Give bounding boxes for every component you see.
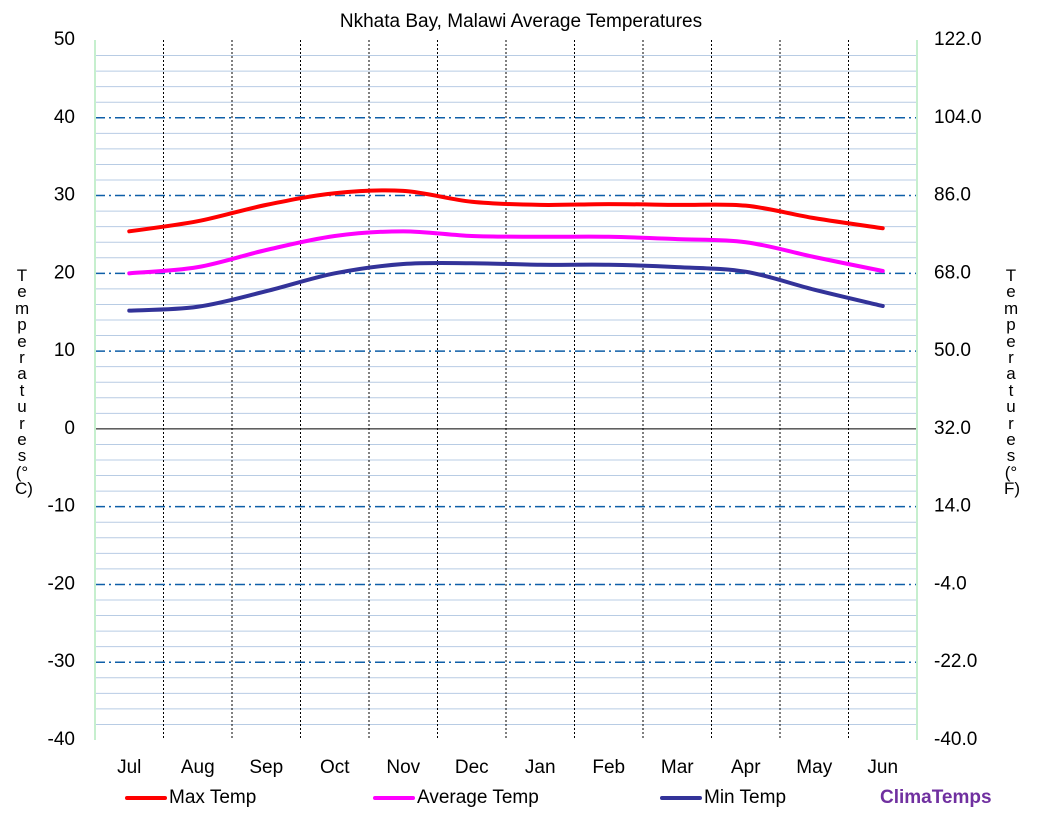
y2-tick-label: 14.0 (934, 496, 971, 517)
x-tick-label: Nov (386, 757, 420, 778)
x-tick-label: Oct (320, 757, 350, 778)
chart-title: Nkhata Bay, Malawi Average Temperatures (340, 11, 702, 32)
y-tick-label: 50 (54, 29, 75, 50)
legend-label: Max Temp (169, 787, 256, 808)
y-tick-label: 10 (54, 340, 75, 361)
y-tick-label: 0 (64, 418, 75, 439)
x-tick-label: Apr (731, 757, 761, 778)
y-tick-label: -10 (48, 496, 75, 517)
y-tick-label: 20 (54, 262, 75, 283)
y2-tick-label: 32.0 (934, 418, 971, 439)
y2-tick-label: -4.0 (934, 573, 967, 594)
legend-label: Average Temp (417, 787, 539, 808)
x-tick-label: Dec (455, 757, 489, 778)
x-tick-label: Jun (867, 757, 898, 778)
watermark: ClimaTemps (880, 787, 992, 808)
y2-tick-label: 122.0 (934, 29, 982, 50)
series-line (127, 229, 885, 276)
series-line (127, 260, 885, 313)
y-tick-label: -40 (48, 729, 75, 750)
x-tick-label: Mar (661, 757, 694, 778)
x-tick-label: Sep (249, 757, 283, 778)
y2-tick-label: 68.0 (934, 262, 971, 283)
x-tick-label: Jan (525, 757, 556, 778)
y-tick-label: 40 (54, 107, 75, 128)
y2-tick-label: 50.0 (934, 340, 971, 361)
y2-tick-label: 104.0 (934, 107, 982, 128)
series-line (127, 188, 885, 234)
y-tick-label: 30 (54, 185, 75, 206)
x-tick-label: May (796, 757, 832, 778)
y2-tick-label: -22.0 (934, 651, 977, 672)
y2-tick-label: -40.0 (934, 729, 977, 750)
y-tick-label: -20 (48, 573, 75, 594)
y-tick-label: -30 (48, 651, 75, 672)
y2-axis-title: Temperatures (°F) (1004, 266, 1021, 499)
x-tick-label: Jul (117, 757, 141, 778)
y2-tick-label: 86.0 (934, 185, 971, 206)
x-tick-label: Aug (181, 757, 215, 778)
y-axis-title: Temperatures (°C) (15, 266, 33, 499)
x-tick-label: Feb (592, 757, 625, 778)
legend-label: Min Temp (704, 787, 786, 808)
